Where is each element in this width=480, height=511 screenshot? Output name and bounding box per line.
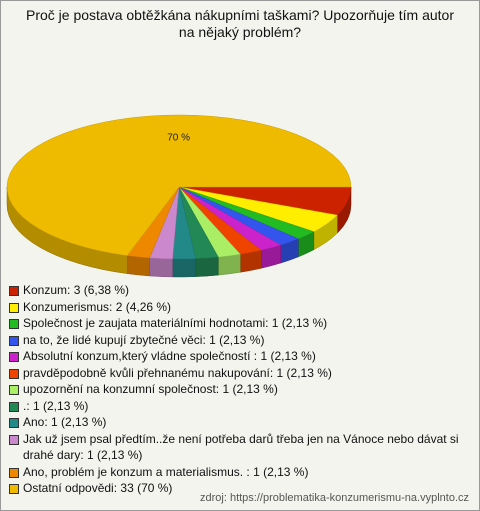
legend-item: Absolutní konzum,který vládne společnost… [9, 348, 461, 365]
legend-item: .: 1 (2,13 %) [9, 398, 461, 415]
legend-item: Společnost je zaujata materiálními hodno… [9, 315, 461, 332]
legend-swatch [9, 368, 19, 379]
legend-label: Konzumerismus: 2 (4,26 %) [23, 299, 172, 314]
slice-label: 70 % [167, 133, 190, 144]
slice-side [149, 257, 173, 278]
legend-label: Konzum: 3 (6,38 %) [23, 283, 130, 297]
legend-item: Jak už jsem psal předtím..že není potřeb… [9, 431, 461, 464]
slice-side [172, 258, 196, 278]
chart-title: Proč je postava obtěžkána nákupními tašk… [25, 7, 454, 40]
legend-label: Ano, problém je konzum a materialismus. … [23, 464, 309, 479]
legend-item: na to, že lidé kupují zbytečné věci: 1 (… [9, 332, 461, 349]
legend-item: Konzumerismus: 2 (4,26 %) [9, 299, 461, 316]
legend-swatch [9, 467, 19, 478]
legend-item: Konzum: 3 (6,38 %) [9, 282, 461, 299]
slice [6, 114, 352, 256]
legend-label: .: 1 (2,13 %) [23, 398, 89, 413]
legend-swatch [9, 484, 19, 494]
legend-swatch [9, 335, 19, 346]
legend-swatch [9, 401, 19, 412]
legend-label: Ostatní odpovědi: 33 (70 %) [23, 481, 173, 495]
slice-side [126, 255, 150, 277]
legend-swatch [9, 434, 19, 445]
legend-item: upozornění na konzumní společnost: 1 (2,… [9, 381, 461, 398]
legend: Konzum: 3 (6,38 %) Konzumerismus: 2 (4,26… [9, 282, 461, 497]
legend-swatch [9, 302, 19, 313]
legend-label: Jak už jsem psal předtím..že není potřeb… [23, 431, 459, 463]
slice-side [218, 253, 241, 276]
legend-label: pravděpodobně kvůli přehnanému nakupován… [23, 365, 332, 380]
legend-item: Ano, problém je konzum a materialismus. … [9, 464, 461, 481]
legend-item: Ostatní odpovědi: 33 (70 %) [9, 480, 461, 497]
legend-label: Společnost je zaujata materiálními hodno… [23, 316, 328, 330]
legend-swatch [9, 286, 19, 296]
legend-label: Absolutní konzum,který vládne společnost… [23, 349, 316, 363]
legend-swatch [9, 385, 19, 395]
slice-side [195, 256, 219, 277]
source: zdroj: https://problematika-konzumerismu… [200, 492, 469, 504]
legend-label: upozornění na konzumní společnost: 1 (2,… [23, 382, 278, 396]
legend-swatch [9, 352, 19, 362]
legend-item: pravděpodobně kvůli přehnanému nakupován… [9, 365, 461, 382]
legend-item: Ano: 1 (2,13 %) [9, 414, 461, 431]
legend-swatch [9, 319, 19, 329]
legend-label: na to, že lidé kupují zbytečné věci: 1 (… [23, 332, 265, 347]
legend-swatch [9, 418, 19, 428]
legend-label: Ano: 1 (2,13 %) [23, 415, 107, 429]
